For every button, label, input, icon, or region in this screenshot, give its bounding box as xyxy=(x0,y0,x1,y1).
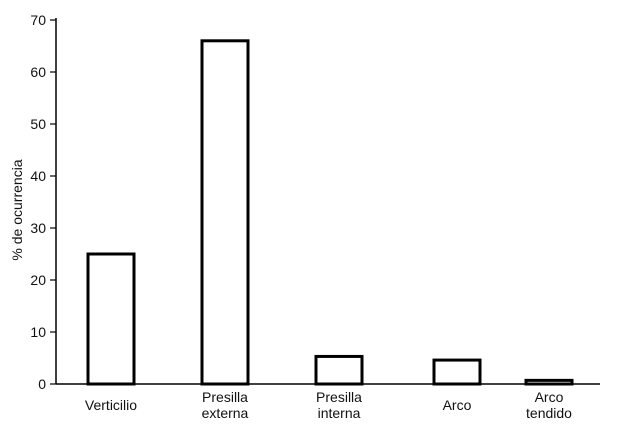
x-tick-label: Verticilio xyxy=(85,397,137,413)
y-tick-label: 70 xyxy=(30,12,46,28)
bar xyxy=(314,354,364,386)
bars xyxy=(86,39,574,386)
x-axis-labels: Verticilio Presilla externa Presilla interna… xyxy=(85,389,572,421)
y-tick-label: 60 xyxy=(30,64,46,80)
y-axis-ticks: 0 10 20 30 40 50 60 70 xyxy=(30,12,56,392)
x-tick-label: Arco tendido xyxy=(526,389,572,421)
y-tick-label: 40 xyxy=(30,168,46,184)
bar xyxy=(200,39,250,386)
y-tick-label: 50 xyxy=(30,116,46,132)
x-tick-label: Presilla interna xyxy=(316,389,362,421)
bar xyxy=(86,252,136,386)
y-tick-label: 0 xyxy=(38,376,46,392)
x-tick-label: Presilla externa xyxy=(202,389,249,421)
y-tick-label: 10 xyxy=(30,324,46,340)
y-tick-label: 20 xyxy=(30,272,46,288)
x-tick-label: Arco xyxy=(443,397,472,413)
bar xyxy=(432,358,482,386)
y-axis-label: % de ocurrencia xyxy=(9,159,25,260)
y-tick-label: 30 xyxy=(30,220,46,236)
